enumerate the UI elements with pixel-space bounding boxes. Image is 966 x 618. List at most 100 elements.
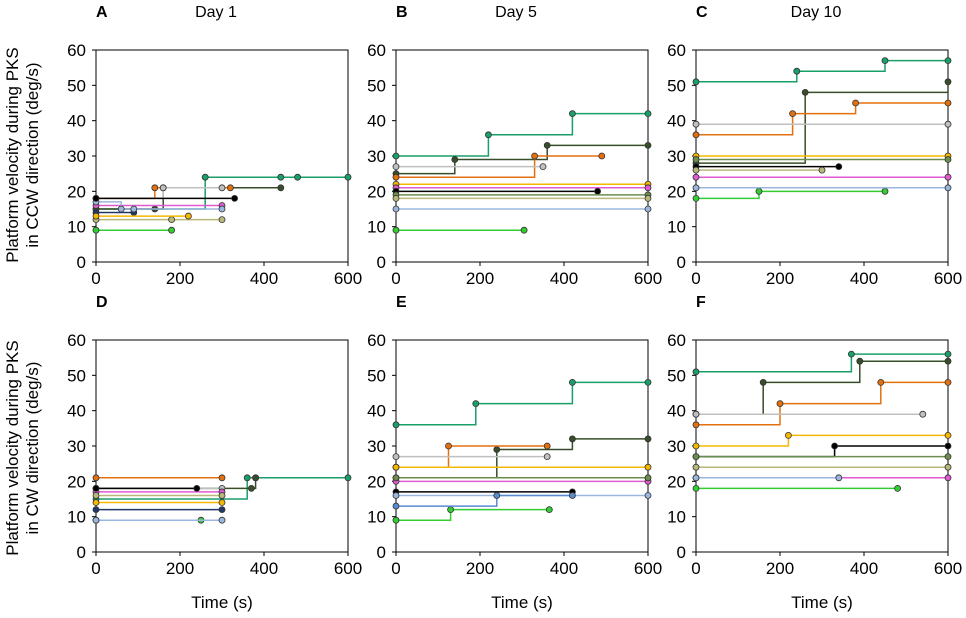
series-line-f-7 [696, 445, 948, 458]
y-tick-label-a-50: 50 [67, 76, 86, 95]
series-line-e-11 [396, 494, 573, 507]
series-point-e-1-1 [392, 516, 400, 524]
series-f-1 [692, 484, 901, 492]
y-tick-label-c-30: 30 [667, 147, 686, 166]
series-b-9 [392, 191, 652, 199]
series-point-e-6-1 [392, 463, 400, 471]
series-e-1 [392, 506, 553, 524]
y-tick-label-b-0: 0 [377, 253, 386, 272]
series-point-b-4-1 [392, 173, 400, 181]
series-point-e-6-2 [644, 463, 652, 471]
series-f-6 [692, 431, 952, 450]
series-point-a-5-2 [159, 184, 167, 192]
series-b-1 [392, 226, 528, 234]
series-point-f-6-1 [692, 442, 700, 450]
series-point-c-11-2 [818, 166, 826, 174]
y-tick-label-f-0: 0 [677, 543, 686, 562]
series-point-e-9-1 [392, 474, 400, 482]
series-d-9 [92, 492, 226, 499]
series-point-c-9-2 [944, 184, 952, 192]
series-point-f-1-2 [894, 484, 901, 492]
series-point-e-3-3 [569, 435, 576, 443]
y-tick-label-c-0: 0 [677, 253, 686, 272]
y-tick-label-e-0: 0 [377, 543, 386, 562]
series-point-f-5-1 [692, 410, 700, 418]
series-point-a-5-3 [218, 184, 226, 192]
x-tick-label-d-200: 200 [166, 559, 194, 578]
series-point-d-2-4 [344, 474, 352, 482]
series-point-f-10-1 [692, 453, 700, 461]
y-tick-label-f-20: 20 [667, 472, 686, 491]
series-point-b-2-2 [484, 131, 492, 139]
series-point-a-2-3 [277, 173, 285, 181]
series-point-d-9-2 [218, 492, 226, 499]
y-tick-label-f-40: 40 [667, 402, 686, 421]
series-b-2 [392, 110, 652, 160]
series-point-c-9-1 [692, 184, 700, 192]
x-tick-label-a-0: 0 [91, 269, 100, 288]
series-f-3 [692, 357, 952, 418]
series-a-9 [92, 216, 226, 224]
series-point-b-10-2 [644, 194, 652, 202]
series-point-a-9-2 [168, 216, 176, 224]
y-tick-label-d-40: 40 [67, 402, 86, 421]
x-tick-label-e-400: 400 [550, 559, 578, 578]
series-point-c-4-3 [852, 99, 859, 107]
panel-letter-e: E [396, 294, 407, 311]
y-tick-label-c-10: 10 [667, 218, 686, 237]
series-b-6 [392, 180, 652, 188]
series-point-e-2-3 [569, 378, 576, 386]
series-point-a-9-3 [218, 216, 226, 224]
series-line-f-4 [696, 381, 948, 426]
series-point-c-2-3 [881, 57, 889, 64]
x-tick-label-b-600: 600 [634, 269, 662, 288]
series-point-b-3-3 [543, 141, 551, 149]
series-b-3 [392, 141, 652, 178]
x-tick-label-d-0: 0 [91, 559, 100, 578]
series-point-f-6-3 [944, 431, 952, 439]
x-tick-label-f-200: 200 [766, 559, 794, 578]
series-f-9 [692, 474, 843, 482]
x-tick-label-b-0: 0 [391, 269, 400, 288]
series-point-d-8-1 [92, 516, 100, 524]
x-tick-label-f-0: 0 [691, 559, 700, 578]
series-point-f-8-2 [944, 474, 952, 482]
y-tick-label-b-30: 30 [367, 147, 386, 166]
series-e-5 [392, 453, 551, 461]
series-e-2 [392, 378, 652, 429]
y-tick-label-c-20: 20 [667, 182, 686, 201]
panel-letter-f: F [696, 294, 706, 311]
series-point-e-10-1 [392, 492, 400, 499]
series-point-d-7-2 [218, 506, 226, 514]
series-f-4 [692, 378, 952, 429]
series-point-c-2-1 [692, 78, 700, 86]
y-axis-title-top-line2: in CCW direction (deg/s) [23, 62, 42, 247]
series-point-e-2-4 [644, 378, 652, 386]
y-tick-label-e-20: 20 [367, 472, 386, 491]
series-d-6 [92, 488, 226, 496]
series-point-d-10-1 [92, 484, 100, 492]
x-tick-label-c-400: 400 [850, 269, 878, 288]
panel-letter-c: C [696, 4, 708, 21]
series-point-a-8-3 [130, 205, 138, 213]
series-line-b-2 [396, 112, 648, 157]
series-point-b-8-2 [594, 187, 601, 195]
series-point-d-2-2 [243, 474, 251, 482]
y-axis-title-top-line1: Platform velocity during PKS [3, 47, 22, 262]
series-point-c-5-1 [692, 120, 700, 128]
series-point-b-3-4 [644, 141, 652, 149]
y-tick-label-d-60: 60 [67, 331, 86, 350]
series-e-8 [392, 488, 576, 496]
series-point-d-4-1 [92, 474, 100, 482]
series-point-a-8-2 [117, 205, 125, 213]
y-tick-label-d-30: 30 [67, 437, 86, 456]
series-c-1 [692, 187, 889, 202]
y-tick-label-a-20: 20 [67, 182, 86, 201]
series-point-e-10-2 [644, 492, 652, 499]
series-point-b-2-1 [392, 152, 400, 160]
series-point-c-5-2 [944, 120, 952, 128]
y-tick-label-d-20: 20 [67, 472, 86, 491]
